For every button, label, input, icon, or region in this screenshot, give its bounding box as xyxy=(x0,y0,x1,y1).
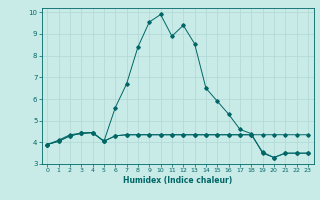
X-axis label: Humidex (Indice chaleur): Humidex (Indice chaleur) xyxy=(123,176,232,185)
